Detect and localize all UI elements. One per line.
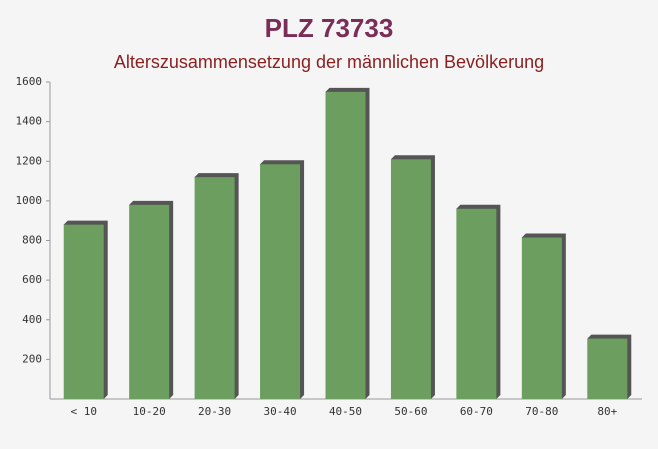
chart-subtitle: Alterszusammensetzung der männlichen Bev… bbox=[114, 52, 544, 72]
bar bbox=[390, 159, 431, 399]
y-tick-label: 1400 bbox=[16, 115, 43, 128]
x-tick-label: 40-50 bbox=[329, 405, 362, 418]
y-tick-label: 400 bbox=[22, 313, 42, 326]
chart-title: PLZ 73733 bbox=[265, 13, 394, 43]
bar bbox=[129, 204, 170, 399]
x-tick-label: < 10 bbox=[70, 405, 97, 418]
x-tick-label: 30-40 bbox=[263, 405, 296, 418]
bar bbox=[456, 208, 497, 399]
y-tick-label: 800 bbox=[22, 234, 42, 247]
x-tick-label: 10-20 bbox=[133, 405, 166, 418]
bar bbox=[521, 237, 562, 399]
x-tick-label: 60-70 bbox=[460, 405, 493, 418]
bar bbox=[260, 164, 301, 399]
y-tick-label: 1600 bbox=[16, 75, 43, 88]
y-tick-label: 600 bbox=[22, 273, 42, 286]
bar bbox=[587, 338, 628, 399]
y-tick-label: 1200 bbox=[16, 154, 43, 167]
bar bbox=[325, 91, 366, 399]
x-tick-label: 50-60 bbox=[394, 405, 427, 418]
x-tick-label: 80+ bbox=[597, 405, 617, 418]
x-tick-label: 70-80 bbox=[525, 405, 558, 418]
y-tick-label: 1000 bbox=[16, 194, 43, 207]
bar bbox=[194, 177, 235, 399]
y-tick-label: 200 bbox=[22, 352, 42, 365]
bar bbox=[63, 224, 104, 399]
x-tick-label: 20-30 bbox=[198, 405, 231, 418]
